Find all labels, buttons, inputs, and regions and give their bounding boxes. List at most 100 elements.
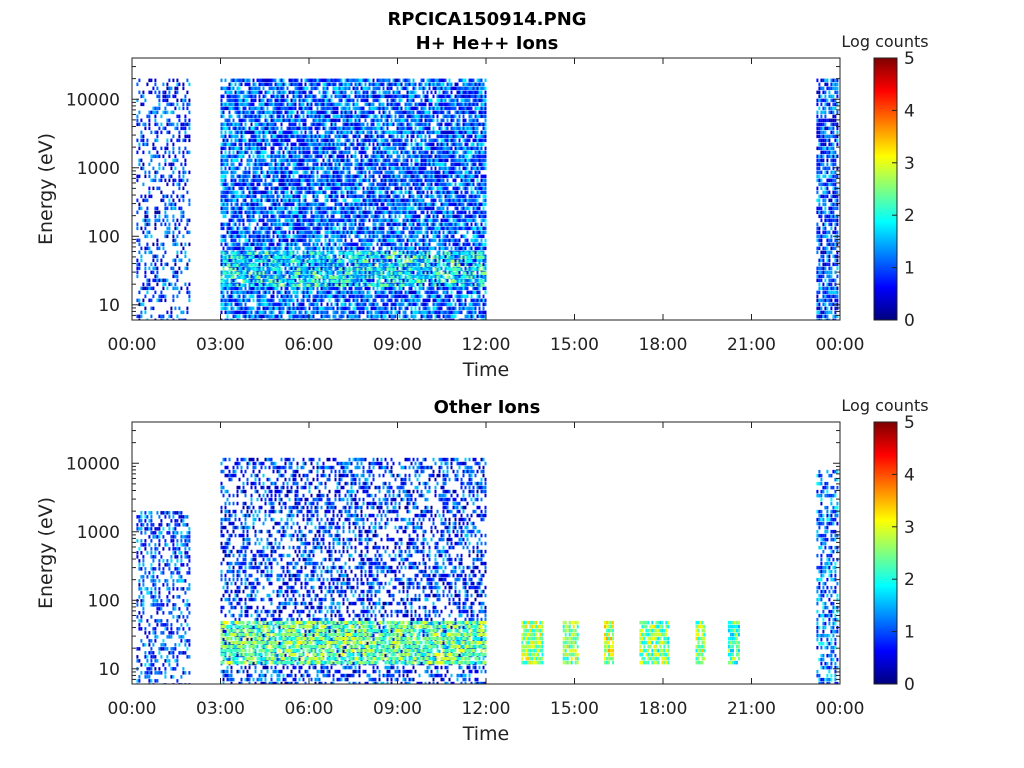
spectrogram-cell: [268, 314, 271, 319]
spectrogram-cell: [304, 318, 307, 320]
spectrogram-cell: [250, 182, 253, 187]
spectrogram-cell: [162, 126, 165, 131]
spectrogram-cell: [166, 94, 169, 99]
spectrogram-cell: [242, 150, 245, 155]
spectrogram-cell: [382, 146, 385, 151]
spectrogram-cell: [292, 106, 295, 111]
spectrogram-cell: [310, 318, 313, 320]
spectrogram-cell: [326, 306, 329, 311]
spectrogram-cell: [364, 286, 367, 291]
spectrogram-cell: [384, 90, 387, 95]
spectrogram-cell: [244, 98, 247, 103]
spectrogram-cell: [236, 86, 239, 91]
spectrogram-cell: [320, 294, 323, 299]
spectrogram-cell: [316, 86, 319, 91]
spectrogram-cell: [242, 130, 245, 135]
spectrogram-cell: [340, 98, 343, 103]
spectrogram-cell: [136, 138, 139, 143]
spectrogram-cell: [368, 290, 371, 295]
spectrogram-cell: [348, 138, 351, 143]
spectrogram-cell: [316, 166, 319, 171]
spectrogram-cell: [236, 194, 239, 199]
spectrogram-cell: [154, 278, 157, 283]
spectrogram-cell: [384, 242, 387, 247]
spectrogram-cell: [222, 294, 225, 299]
spectrogram-cell: [176, 194, 179, 199]
spectrogram-cell: [222, 202, 225, 207]
spectrogram-cell: [280, 230, 283, 235]
spectrogram-cell: [254, 218, 257, 223]
spectrogram-cell: [376, 146, 379, 151]
spectrogram-cell: [390, 182, 393, 187]
spectrogram-cell: [398, 174, 401, 179]
spectrogram-cell: [242, 298, 245, 303]
spectrogram-cell: [188, 110, 191, 115]
spectrogram-cell: [138, 78, 141, 83]
spectrogram-cell: [242, 198, 245, 203]
spectrogram-cell: [304, 310, 307, 315]
spectrogram-cell: [376, 286, 379, 291]
spectrogram-cell: [278, 138, 281, 143]
spectrogram-cell: [258, 210, 261, 215]
spectrogram-cell: [304, 166, 307, 171]
spectrogram-cell: [188, 98, 191, 103]
spectrogram-cell: [336, 126, 339, 131]
spectrogram-cell: [396, 110, 399, 115]
spectrogram-cell: [342, 170, 345, 175]
spectrogram-cell: [300, 118, 303, 123]
spectrogram-cell: [148, 186, 151, 191]
spectrogram-cell: [296, 210, 299, 215]
spectrogram-cell: [178, 134, 181, 139]
spectrogram-cell: [380, 290, 383, 295]
spectrogram-cell: [360, 246, 363, 251]
spectrogram-cell: [232, 134, 235, 139]
spectrogram-cell: [388, 142, 391, 147]
spectrogram-cell: [260, 82, 263, 87]
spectrogram-cell: [162, 294, 165, 299]
spectrogram-cell: [332, 146, 335, 151]
spectrogram-cell: [226, 190, 229, 195]
spectrogram-cell: [240, 130, 243, 135]
spectrogram-cell: [384, 310, 387, 315]
spectrogram-cell: [290, 182, 293, 187]
spectrogram-cell: [222, 198, 225, 203]
spectrogram-cell: [398, 210, 401, 215]
spectrogram-cell: [270, 294, 273, 299]
spectrogram-cell: [256, 154, 259, 159]
spectrogram-cell: [294, 222, 297, 227]
spectrogram-cell: [342, 262, 345, 267]
spectrogram-cell: [246, 306, 249, 311]
spectrogram-cell: [376, 226, 379, 231]
spectrogram-cell: [286, 106, 289, 111]
spectrogram-cell: [182, 174, 185, 179]
spectrogram-cell: [270, 130, 273, 135]
spectrogram-cell: [392, 226, 395, 231]
spectrogram-cell: [394, 182, 397, 187]
spectrogram-cell: [252, 242, 255, 247]
spectrogram-cell: [244, 234, 247, 239]
spectrogram-cell: [332, 210, 335, 215]
spectrogram-cell: [308, 202, 311, 207]
spectrogram-cell: [266, 102, 269, 107]
spectrogram-cell: [260, 206, 263, 211]
spectrogram-cell: [364, 270, 367, 275]
spectrogram-cell: [306, 182, 309, 187]
spectrogram-cell: [314, 86, 317, 91]
spectrogram-cell: [328, 178, 331, 183]
spectrogram-cell: [390, 154, 393, 159]
spectrogram-cell: [304, 130, 307, 135]
spectrogram-cell: [164, 106, 167, 111]
spectrogram-cell: [384, 210, 387, 215]
spectrogram-cell: [224, 166, 227, 171]
spectrogram-cell: [366, 134, 369, 139]
spectrogram-cell: [298, 118, 301, 123]
spectrogram-cell: [234, 214, 237, 219]
spectrogram-cell: [348, 294, 351, 299]
spectrogram-cell: [364, 262, 367, 267]
spectrogram-cell: [400, 146, 403, 151]
spectrogram-cell: [350, 122, 353, 127]
spectrogram-cell: [156, 206, 159, 211]
spectrogram-cell: [236, 242, 239, 247]
spectrogram-cell: [224, 186, 227, 191]
spectrogram-cell: [344, 98, 347, 103]
